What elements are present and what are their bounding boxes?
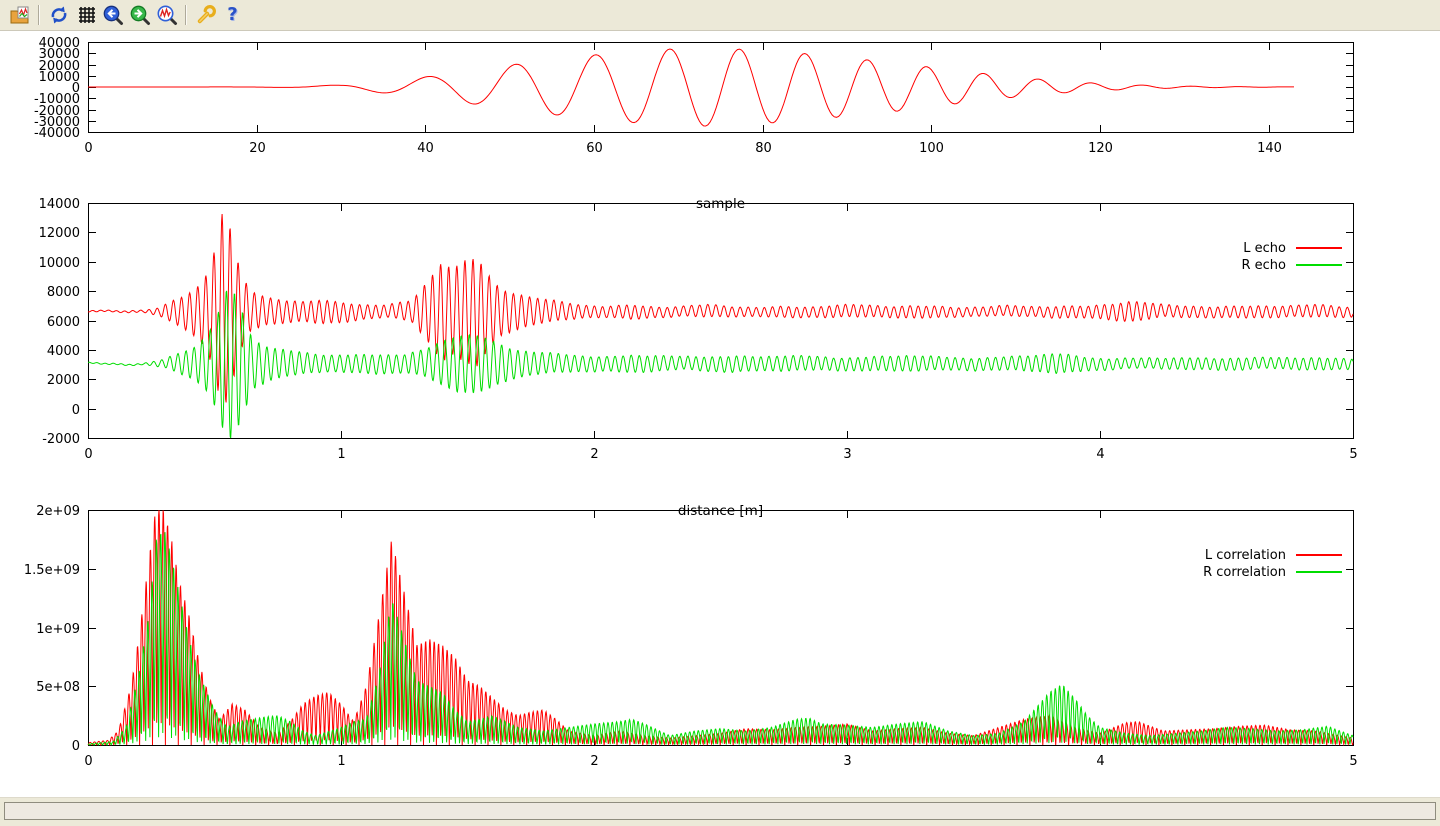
zoom-previous-icon (103, 5, 123, 25)
plot2-series-0 (87, 214, 1354, 403)
plot2-ytick-label: -2000 (42, 432, 80, 447)
plot2-ytick-label: 12000 (39, 226, 80, 241)
plot2-xtick-label: 2 (590, 447, 598, 462)
plot3-legend: L correlation R correlation (1203, 547, 1342, 580)
legend-label: L correlation (1204, 547, 1286, 563)
plot2-ytick-label: 10000 (39, 256, 80, 271)
configure-button[interactable] (192, 2, 219, 29)
plot1-ytick-label: -30000 (34, 115, 80, 130)
plot1-area[interactable] (88, 42, 1353, 132)
plot3-area[interactable] (88, 510, 1353, 745)
plot2-frame (88, 203, 1354, 439)
help-icon: ? (227, 4, 238, 25)
plots-svg: 0 20 40 60 80 100 120 140400003000020000100000-… (24, 36, 1358, 769)
toolbar-separator (38, 5, 40, 25)
legend-label: L echo (1243, 240, 1286, 256)
plot1-xtick-label: 20 (249, 141, 266, 156)
legend-entry[interactable]: L correlation (1204, 547, 1342, 563)
plot1-ytick-label: 10000 (39, 70, 80, 85)
plot3-xtick-label: 5 (1349, 754, 1357, 769)
plot3-xtick-label: 1 (337, 754, 345, 769)
plot3-ytick-label: 0 (72, 739, 80, 754)
plot2-ytick-label: 0 (72, 403, 80, 418)
plot3-xtick-label: 0 (84, 754, 92, 769)
plot1-xtick-label: 100 (919, 141, 944, 156)
plot2-xaxis-label: distance [m] (677, 503, 764, 519)
plot1-xaxis-label: sample (695, 196, 746, 212)
legend-line-sample (1296, 247, 1342, 249)
plot3-xtick-label: 3 (843, 754, 851, 769)
legend-entry[interactable]: R correlation (1203, 564, 1342, 580)
plot1-ytick-label: -20000 (34, 104, 80, 119)
plot1-xtick-label: 80 (755, 141, 772, 156)
plot2-ytick-label: 8000 (47, 285, 80, 300)
plot3-frame (88, 510, 1354, 746)
toolbar-separator (185, 5, 187, 25)
plot3-xtick-label: 2 (590, 754, 598, 769)
plot3-ytick-label: 1.5e+09 (24, 563, 80, 578)
toolbar: ? (0, 0, 1440, 31)
zoom-previous-button[interactable] (99, 2, 126, 29)
toggle-grid-button[interactable] (72, 2, 99, 29)
legend-label: R echo (1241, 257, 1286, 273)
zoom-next-icon (130, 5, 150, 25)
plot1-xtick-label: 0 (84, 141, 92, 156)
plot2-xtick-label: 3 (843, 447, 851, 462)
plot2-ytick-label: 4000 (47, 344, 80, 359)
status-text (4, 802, 1436, 820)
legend-label: R correlation (1203, 564, 1286, 580)
plot3-xtick-label: 4 (1096, 754, 1104, 769)
configure-icon (197, 5, 216, 24)
toggle-grid-icon (78, 7, 95, 23)
legend-entry[interactable]: R echo (1241, 257, 1342, 273)
plot3-series-0 (87, 509, 1354, 747)
plot2-ytick-label: 6000 (47, 315, 80, 330)
plot3-ytick-label: 2e+09 (36, 504, 80, 519)
zoom-next-button[interactable] (126, 2, 153, 29)
autoscale-icon (157, 5, 177, 25)
help-button[interactable]: ? (219, 2, 246, 29)
plot2-ytick-label: 2000 (47, 373, 80, 388)
plot1-ytick-label: 20000 (39, 59, 80, 74)
plot2-xtick-label: 1 (337, 447, 345, 462)
plot1-ytick-label: -40000 (34, 126, 80, 141)
plot2-xtick-label: 4 (1096, 447, 1104, 462)
plot1-ytick-label: 0 (72, 81, 80, 96)
plot1-ytick-label: 40000 (39, 36, 80, 51)
plot1-xtick-label: 140 (1257, 141, 1282, 156)
legend-entry[interactable]: L echo (1243, 240, 1342, 256)
statusbar (0, 797, 1440, 826)
copy-plot-icon (10, 6, 28, 24)
plot3-ytick-label: 5e+08 (36, 680, 80, 695)
plot2-xtick-label: 0 (84, 447, 92, 462)
copy-plot-button[interactable] (6, 2, 33, 29)
plot3-series-1 (87, 532, 1354, 746)
legend-line-sample (1296, 571, 1342, 573)
plot1-ytick-label: 30000 (39, 47, 80, 62)
plot2-legend: L echo R echo (1241, 240, 1342, 273)
legend-line-sample (1296, 554, 1342, 556)
plot1-series-0 (88, 48, 1295, 127)
plot1-xtick-label: 120 (1088, 141, 1113, 156)
plot2-area[interactable] (88, 203, 1353, 438)
replot-icon (51, 6, 66, 24)
plot2-ytick-label: 14000 (39, 197, 80, 212)
replot-button[interactable] (45, 2, 72, 29)
plot2-series-1 (87, 290, 1354, 439)
autoscale-button[interactable] (153, 2, 180, 29)
plot3-ytick-label: 1e+09 (36, 622, 80, 637)
plot-canvas: 0 20 40 60 80 100 120 140 40000 30000 20000 10000 0-… (0, 31, 1440, 826)
legend-line-sample (1296, 264, 1342, 266)
plot2-xtick-label: 5 (1349, 447, 1357, 462)
plot1-xtick-label: 40 (417, 141, 434, 156)
plot1-ytick-label: -10000 (34, 92, 80, 107)
plot1-xtick-label: 60 (586, 141, 603, 156)
